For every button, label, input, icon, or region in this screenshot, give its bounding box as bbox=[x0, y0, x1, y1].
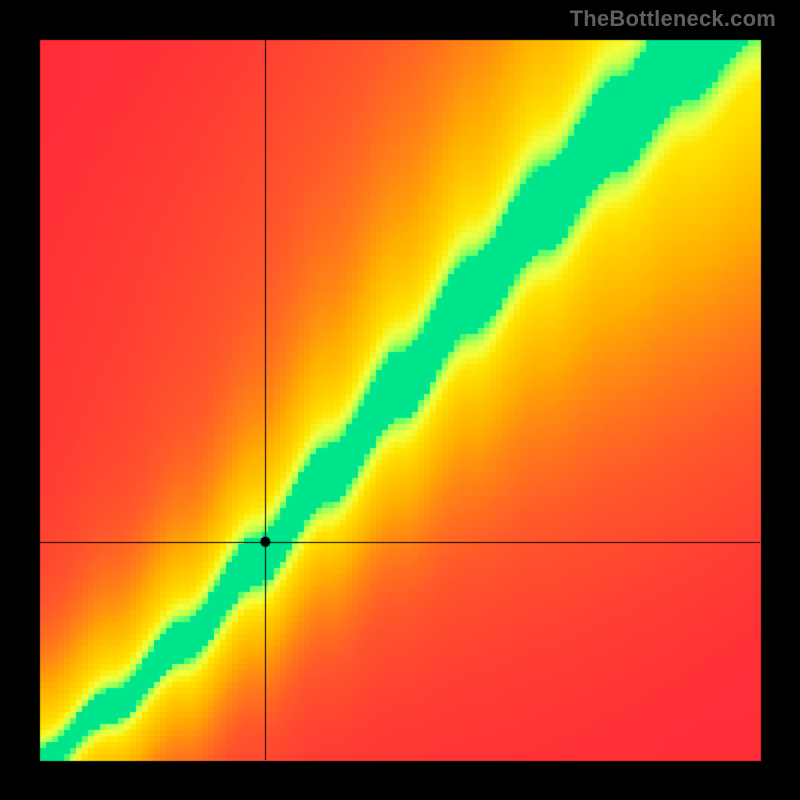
chart-container: TheBottleneck.com bbox=[0, 0, 800, 800]
bottleneck-heatmap bbox=[0, 0, 800, 800]
watermark-text: TheBottleneck.com bbox=[570, 6, 776, 32]
